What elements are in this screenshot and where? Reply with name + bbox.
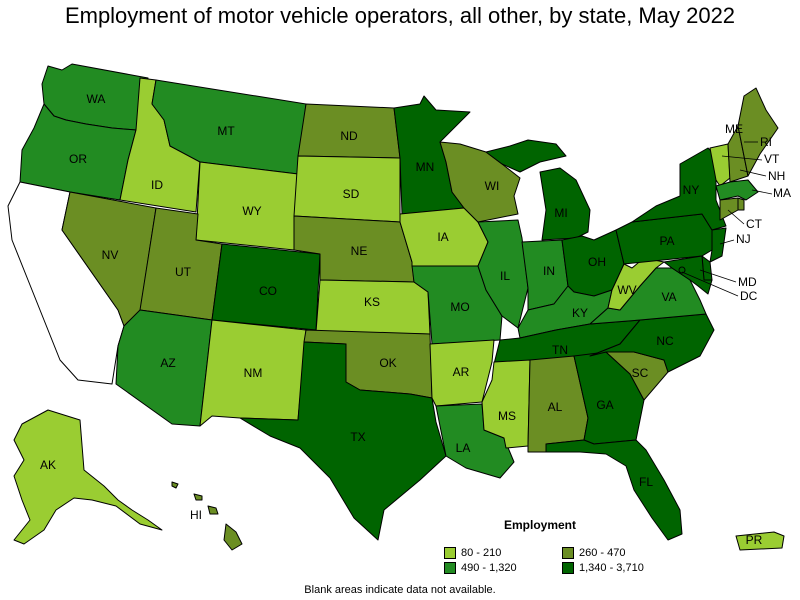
label-WA: WA: [87, 92, 106, 106]
label-NJ: NJ: [736, 232, 751, 246]
legend-swatch: [562, 562, 574, 574]
state-MI[interactable]: [485, 139, 591, 241]
legend-title: Employment: [504, 518, 577, 532]
label-RI: RI: [760, 135, 772, 149]
label-MO: MO: [450, 300, 469, 314]
state-RI[interactable]: [737, 197, 745, 211]
label-KY: KY: [572, 306, 588, 320]
legend-label: 80 - 210: [461, 547, 502, 559]
label-MI: MI: [554, 206, 567, 220]
label-IA: IA: [437, 230, 448, 244]
label-DC: DC: [740, 289, 758, 303]
label-LA: LA: [456, 441, 471, 455]
label-NC: NC: [656, 334, 674, 348]
label-WI: WI: [485, 179, 500, 193]
legend-label: 260 - 470: [579, 547, 626, 559]
legend-item-3: 490 - 1,320: [444, 562, 517, 574]
state-PR[interactable]: [735, 531, 785, 551]
leader-NH: [739, 169, 767, 177]
leader-VT: [721, 155, 763, 161]
label-UT: UT: [175, 265, 192, 279]
label-NM: NM: [244, 366, 263, 380]
label-AL: AL: [548, 400, 563, 414]
outside-labels: VT NH MA CT NJ MD DC RI AK HI PR: [40, 135, 791, 547]
label-OR: OR: [69, 152, 87, 166]
state-DC[interactable]: [678, 266, 686, 274]
label-SC: SC: [632, 366, 649, 380]
legend-label: 490 - 1,320: [461, 562, 517, 574]
state-NJ[interactable]: [709, 227, 727, 263]
label-FL: FL: [639, 475, 653, 489]
label-NV: NV: [102, 248, 119, 262]
label-NY: NY: [683, 183, 700, 197]
leader-lines: [681, 141, 773, 297]
label-TN: TN: [552, 343, 568, 357]
label-HI: HI: [190, 508, 202, 522]
label-MS: MS: [498, 409, 516, 423]
leader-MD: [699, 269, 737, 283]
label-MA: MA: [773, 186, 791, 200]
state-CT[interactable]: [719, 197, 739, 221]
state-KS[interactable]: [315, 279, 431, 335]
label-AZ: AZ: [160, 356, 175, 370]
legend-swatch: [444, 547, 456, 559]
state-WI[interactable]: [439, 141, 521, 223]
state-FL[interactable]: [545, 439, 683, 541]
label-IN: IN: [543, 264, 555, 278]
legend-label: 1,340 - 3,710: [579, 562, 644, 574]
label-MT: MT: [217, 124, 235, 138]
label-PA: PA: [659, 234, 674, 248]
label-ID: ID: [151, 178, 163, 192]
label-OK: OK: [379, 356, 396, 370]
state-AK[interactable]: [13, 409, 163, 545]
map-title: Employment of motor vehicle operators, a…: [64, 3, 736, 28]
label-AR: AR: [453, 365, 470, 379]
legend-item-4: 1,340 - 3,710: [562, 562, 644, 574]
legend-swatch: [444, 562, 456, 574]
label-AK: AK: [40, 458, 56, 472]
label-PR: PR: [746, 533, 763, 547]
label-NH: NH: [768, 169, 785, 183]
state-TX[interactable]: [239, 341, 447, 541]
legend-item-1: 80 - 210: [444, 547, 501, 559]
label-CO: CO: [259, 284, 277, 298]
label-VA: VA: [661, 290, 676, 304]
leader-DC: [681, 271, 739, 297]
label-OH: OH: [588, 255, 606, 269]
label-CT: CT: [746, 217, 763, 231]
leader-NJ: [719, 239, 735, 245]
label-TX: TX: [350, 430, 365, 444]
label-GA: GA: [596, 398, 613, 412]
label-MD: MD: [738, 275, 757, 289]
state-IL[interactable]: [477, 219, 529, 329]
legend-swatch: [562, 547, 574, 559]
label-WY: WY: [242, 204, 261, 218]
state-WV[interactable]: [607, 257, 665, 311]
label-MN: MN: [416, 160, 435, 174]
label-IL: IL: [500, 269, 510, 283]
legend-item-2: 260 - 470: [562, 547, 625, 559]
footnote: Blank areas indicate data not available.: [304, 584, 496, 596]
label-VT: VT: [764, 152, 780, 166]
leader-MA: [751, 189, 773, 195]
state-labels: WA OR ID NV MT WY UT AZ CO NM ND SD NE K…: [69, 92, 743, 489]
label-ND: ND: [340, 129, 358, 143]
state-VT[interactable]: [709, 143, 731, 187]
state-HI[interactable]: [171, 481, 243, 551]
leader-CT: [727, 209, 745, 225]
label-NE: NE: [351, 244, 368, 258]
label-KS: KS: [364, 295, 380, 309]
label-ME: ME: [725, 122, 743, 136]
label-SD: SD: [343, 187, 360, 201]
label-WV: WV: [617, 283, 636, 297]
